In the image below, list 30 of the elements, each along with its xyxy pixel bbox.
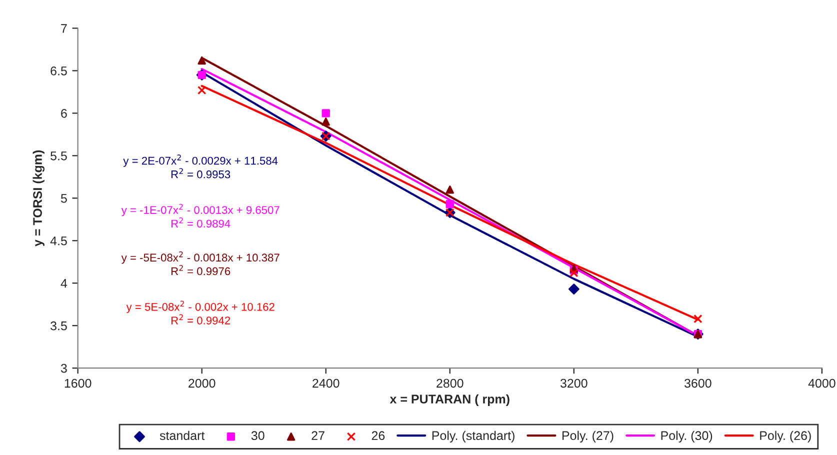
x-tick-label: 2400 xyxy=(312,378,340,388)
x-tick-label: 2800 xyxy=(436,378,464,388)
y-tick-label: 6 xyxy=(61,108,67,118)
x-tick-label: 3200 xyxy=(560,378,588,388)
x-tick-label: 3600 xyxy=(684,378,712,388)
legend-label: 27 xyxy=(312,431,324,440)
y-tick-label: 4.5 xyxy=(50,236,67,246)
annotation: y = -1E-07x$^{2}$ - 0.0013x + 9.6507 R$^{2}$ = 0.9894 xyxy=(121,204,280,228)
annotation: y = -5E-08x$^{2}$ - 0.0018x + 10.387 R$^{2}$ = 0.9976 xyxy=(121,251,280,276)
legend-label: Poly. (27) xyxy=(562,430,614,442)
annotation: y = 5E-08x$^{2}$ - 0.002x + 10.162 R$^{2}$ = 0.9942 xyxy=(126,300,274,324)
y-tick-label: 4 xyxy=(60,279,68,288)
legend-label: Poly. (30) xyxy=(661,430,712,442)
x-axis-title: x = PUTARAN ( rpm) xyxy=(390,394,510,406)
y-tick-label: 7 xyxy=(61,24,67,33)
x-tick-label: 2000 xyxy=(188,378,216,388)
y-tick-label: 5 xyxy=(60,194,67,203)
y-tick-label: 3 xyxy=(60,364,67,373)
y-axis-title: y = TORSI (kgm) xyxy=(32,150,44,246)
legend-label: Poly. (standart) xyxy=(432,430,514,442)
legend-label: 30 xyxy=(251,431,264,440)
x-tick-label: 1600 xyxy=(64,378,92,388)
legend-label: Poly. (26) xyxy=(760,430,811,442)
y-tick-label: 6.5 xyxy=(50,66,67,76)
x-tick-label: 4000 xyxy=(808,378,836,388)
y-tick-label: 5.5 xyxy=(50,152,67,160)
annotation: y = 2E-07x$^{2}$ - 0.0029x + 11.584 R$^{2}$ = 0.9953 xyxy=(123,154,278,178)
legend-label: standart xyxy=(160,430,205,440)
legend-label: 26 xyxy=(372,431,385,440)
y-tick-label: 3.5 xyxy=(50,321,67,330)
